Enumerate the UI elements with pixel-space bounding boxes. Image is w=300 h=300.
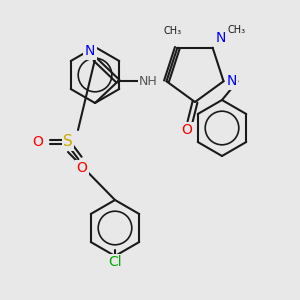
Text: Cl: Cl <box>108 255 122 269</box>
Text: S: S <box>63 134 73 149</box>
Text: CH₃: CH₃ <box>163 26 182 36</box>
Text: N: N <box>226 74 237 88</box>
Text: NH: NH <box>139 75 158 88</box>
Text: N: N <box>85 44 95 58</box>
Text: O: O <box>182 123 192 137</box>
Text: N: N <box>215 31 226 45</box>
Text: O: O <box>33 135 44 149</box>
Text: O: O <box>76 161 87 175</box>
Text: CH₃: CH₃ <box>228 25 246 35</box>
